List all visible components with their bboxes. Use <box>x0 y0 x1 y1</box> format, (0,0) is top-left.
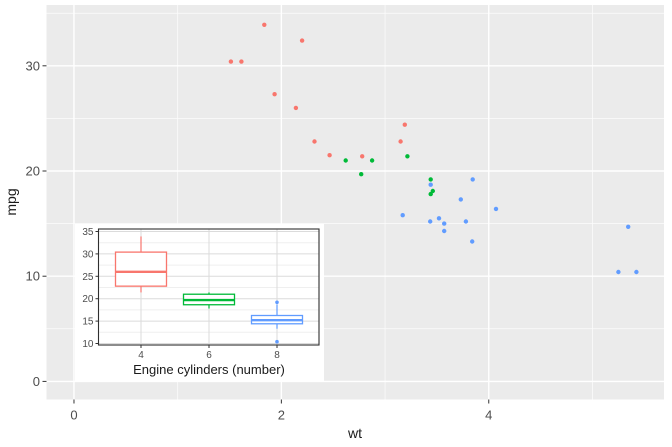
inset-y-tick-label: 30 <box>82 249 94 260</box>
boxplots <box>114 236 304 344</box>
scatter-point-8-cylinder <box>442 221 447 226</box>
inset-tick-marks <box>95 231 278 348</box>
axis-tick-labels: 0 2 4 0 10 20 30 <box>26 58 493 422</box>
scatter-point-6-cylinder <box>430 188 435 194</box>
scatter-point-6-cylinder <box>369 158 375 163</box>
scatter-point-4-cylinder <box>228 59 234 64</box>
scatter-point-4-cylinder <box>293 105 299 111</box>
scatter-point-8-cylinder <box>616 269 621 275</box>
x-tick-label: 0 <box>70 408 77 423</box>
scatter-point-4-cylinder <box>312 139 317 144</box>
inset-y-tick-label: 25 <box>82 272 94 283</box>
y-axis-title: mpg <box>3 188 19 215</box>
y-tick-label: 0 <box>33 374 40 389</box>
scatter-point-4-cylinder <box>360 154 365 159</box>
scatter-point-4-cylinder <box>402 122 407 127</box>
x-tick-label: 2 <box>278 408 285 423</box>
inset-x-tick-label: 4 <box>138 350 144 361</box>
scatter-points <box>228 22 639 275</box>
x-tick-label: 4 <box>485 408 492 423</box>
scatter-point-8-cylinder <box>428 182 433 187</box>
scatter-point-4-cylinder <box>272 92 277 97</box>
scatter-point-4-cylinder <box>262 22 267 27</box>
outlier-point <box>275 300 279 305</box>
box-iqr <box>114 251 168 287</box>
y-tick-label: 20 <box>26 164 40 179</box>
axis-tick-marks <box>42 65 490 404</box>
scatter-point-8-cylinder <box>442 228 447 234</box>
inset-y-tick-label: 35 <box>82 227 94 238</box>
scatter-point-4-cylinder <box>299 38 305 43</box>
scatter-point-8-cylinder <box>470 177 475 182</box>
inset-x-axis-title: Engine cylinders (number) <box>133 362 285 377</box>
scatter-point-8-cylinder <box>400 213 405 218</box>
scatter-point-6-cylinder <box>359 172 364 177</box>
scatter-point-8-cylinder <box>493 206 499 212</box>
scatter-point-8-cylinder <box>470 239 475 244</box>
scatter-point-4-cylinder <box>327 153 332 158</box>
inset-boxplot-panel: 10 15 20 25 30 35 4 6 8 <box>75 223 324 382</box>
scatter-point-8-cylinder <box>458 197 463 202</box>
scatter-point-8-cylinder <box>634 269 639 275</box>
scatter-point-6-cylinder <box>343 158 348 163</box>
scatter-point-6-cylinder <box>428 177 433 182</box>
inset-tick-labels: 10 15 20 25 30 35 4 6 8 <box>82 227 280 361</box>
x-axis-title: wt <box>347 425 362 441</box>
inset-y-tick-label: 15 <box>82 317 94 328</box>
inset-y-tick-label: 10 <box>82 339 94 350</box>
outlier-point <box>275 339 279 344</box>
scatter-point-8-cylinder <box>428 219 433 224</box>
inset-x-tick-label: 8 <box>274 350 280 361</box>
inset-y-tick-label: 20 <box>82 294 94 305</box>
scatter-point-8-cylinder <box>626 224 631 229</box>
scatter-point-6-cylinder <box>405 154 410 159</box>
scatter-point-8-cylinder <box>463 219 469 224</box>
y-tick-label: 30 <box>26 58 40 73</box>
scatter-point-4-cylinder <box>239 59 244 64</box>
scatter-point-8-cylinder <box>436 216 442 221</box>
y-tick-label: 10 <box>26 269 40 284</box>
scatter-point-6-cylinder <box>428 191 433 197</box>
scatter-point-4-cylinder <box>398 139 403 144</box>
inset-x-tick-label: 6 <box>206 350 212 361</box>
